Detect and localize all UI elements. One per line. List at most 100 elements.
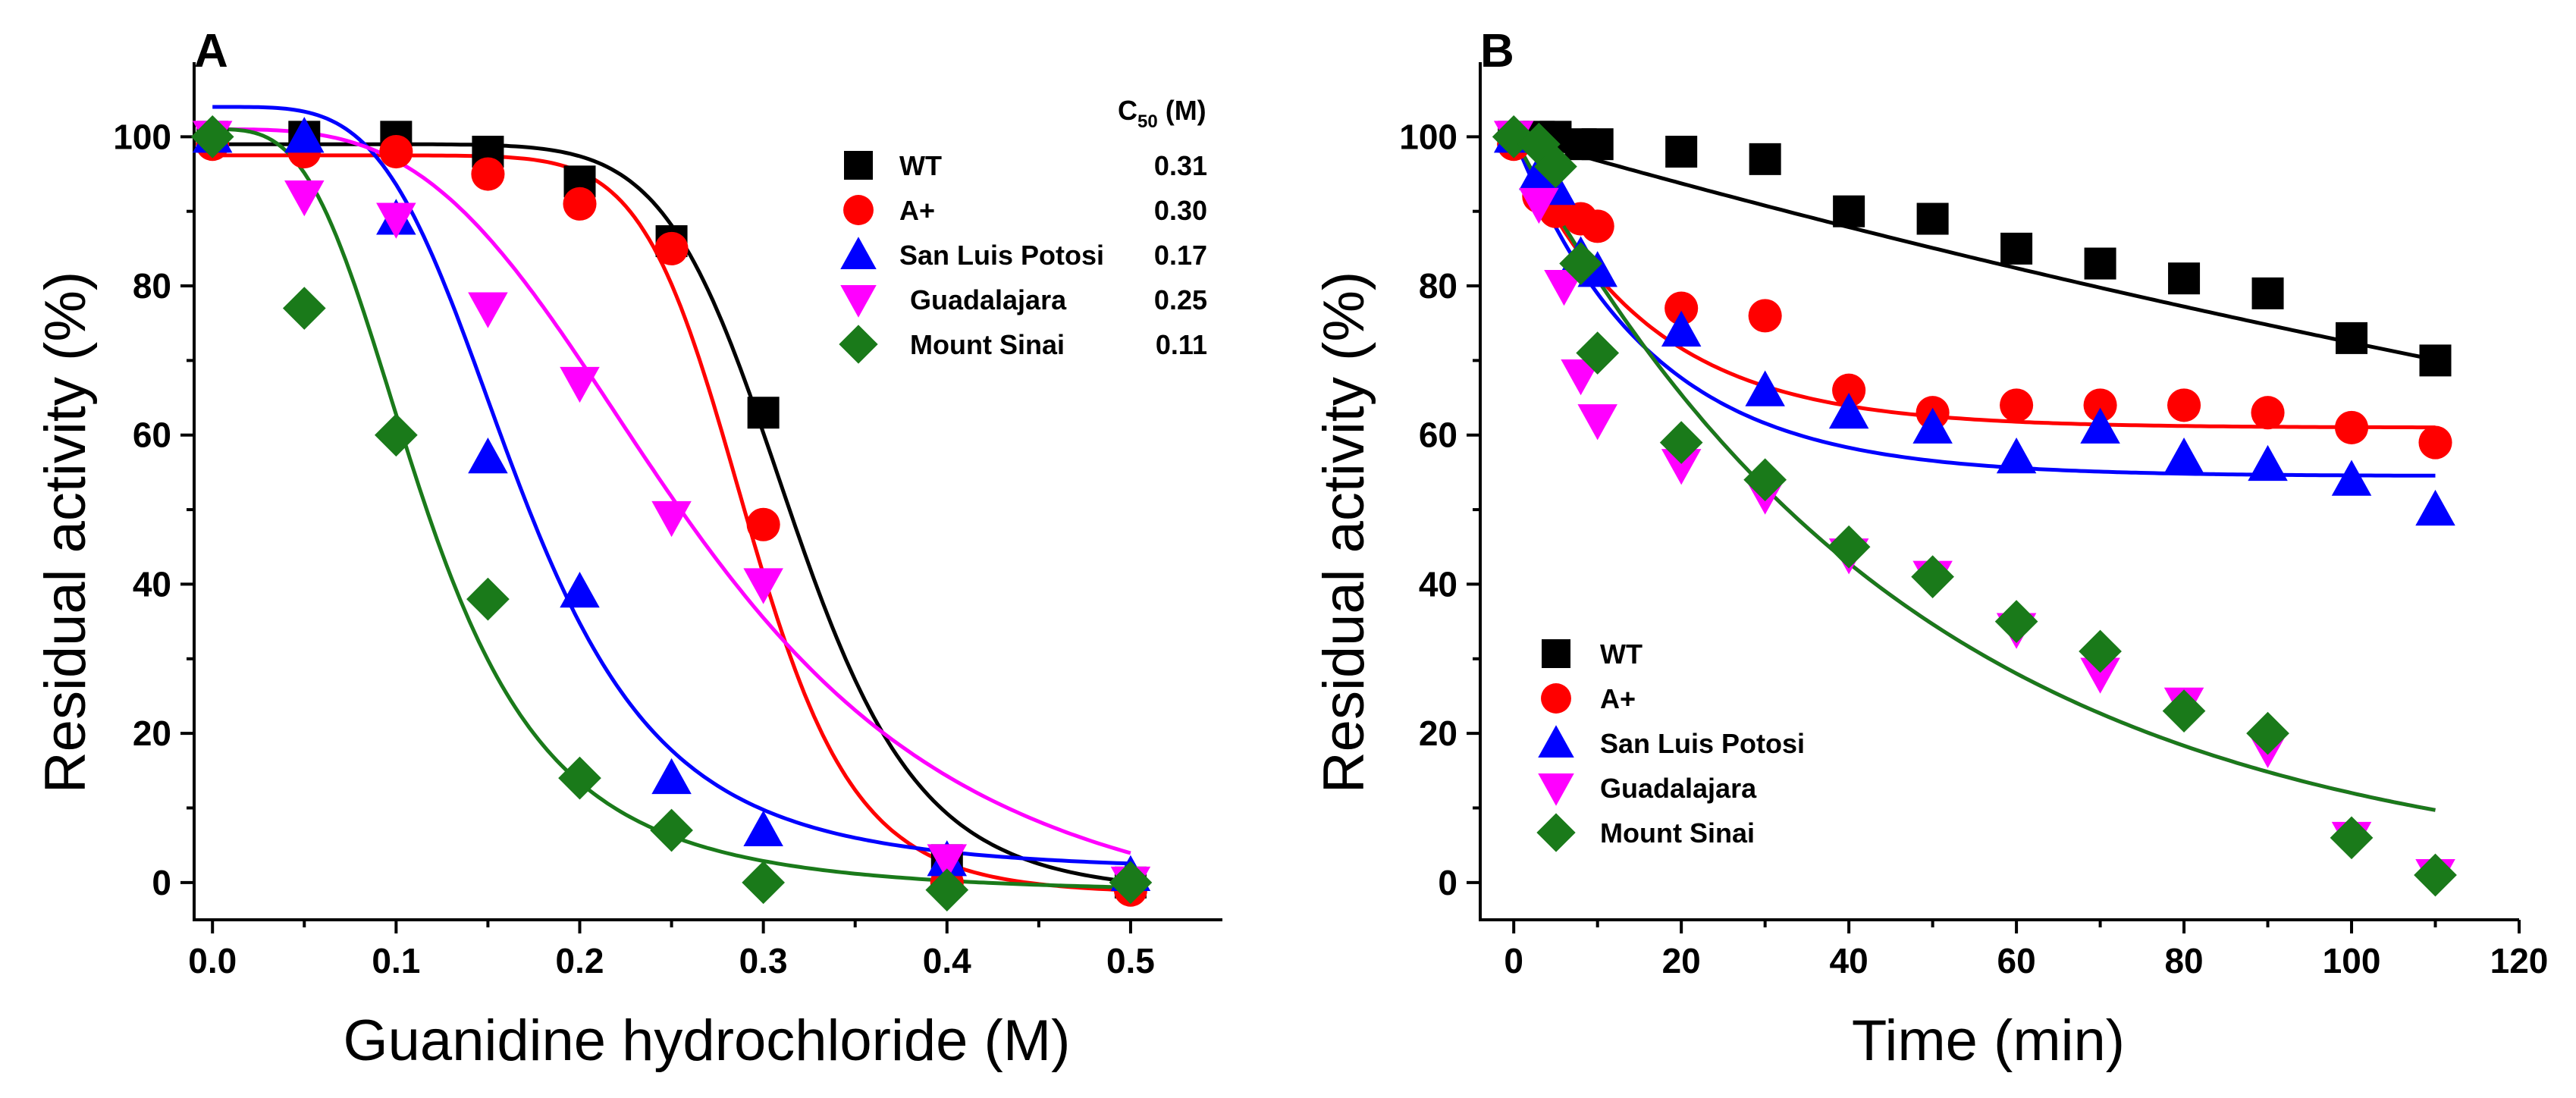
panel-a-fit-a	[212, 153, 1131, 893]
legend-marker-a	[843, 195, 874, 225]
legend-b-label-san-luis-potosi: San Luis Potosi	[1600, 728, 1805, 759]
panel-b-point-san-luis-potosi	[2163, 437, 2204, 474]
panel-a-point-mount-sinai	[558, 756, 601, 800]
panel-b-point-san-luis-potosi	[2415, 489, 2455, 526]
legend-b-marker-a	[1541, 683, 1571, 714]
legend-c50-guadalajara: 0.25	[1154, 284, 1207, 315]
legend-b-label-guadalajara: Guadalajara	[1600, 773, 1757, 804]
panel-b-point-a	[1832, 373, 1866, 407]
panel-b-point-san-luis-potosi	[1912, 407, 1953, 444]
panel-b-point-a	[1665, 291, 1699, 325]
panel-a-y-tick-label: 0	[152, 863, 171, 902]
panel-b-data-points	[1492, 115, 2457, 897]
panel-b-axes	[1479, 62, 2519, 921]
panel-b-point-wt	[1916, 202, 1949, 235]
legend-b-label-wt: WT	[1600, 638, 1643, 670]
legend-c50-mount-sinai: 0.11	[1156, 329, 1207, 360]
panel-b-fit-san-luis-potosi	[1511, 136, 2436, 478]
panel-b: B 0 20 40 60 80 100 120 0 20 40 60 80 100 Time (min)…	[1312, 25, 2548, 1073]
panel-b-point-san-luis-potosi	[2080, 407, 2120, 444]
panel-b-point-wt	[1749, 143, 1781, 175]
panel-b-point-san-luis-potosi	[1828, 392, 1869, 429]
panel-b-point-san-luis-potosi	[1745, 370, 1785, 406]
panel-a-y-tick-label: 20	[133, 714, 171, 753]
panel-a-point-san-luis-potosi	[651, 758, 692, 795]
panel-a-x-tick-label: 0.4	[923, 941, 971, 980]
legend-b-label-mount-sinai: Mount Sinai	[1600, 817, 1755, 849]
panel-b-fit-curves	[1511, 134, 2436, 812]
panel-b-x-tick-label: 0	[1504, 941, 1523, 980]
panel-a-point-a	[379, 134, 413, 169]
panel-b-y-tick-label: 20	[1419, 714, 1457, 753]
panel-a-point-san-luis-potosi	[284, 117, 325, 153]
panel-b-point-wt	[2251, 277, 2284, 309]
panel-b-point-a	[2334, 410, 2369, 444]
panel-b-point-guadalajara	[2080, 657, 2120, 694]
panel-a-axes	[193, 62, 1222, 921]
panel-b-point-san-luis-potosi	[1996, 437, 2037, 474]
panel-b-point-a	[1580, 209, 1614, 243]
panel-b-point-mount-sinai	[1534, 145, 1577, 189]
panel-b-point-mount-sinai	[1659, 421, 1703, 464]
panel-b-point-san-luis-potosi	[1661, 310, 1702, 347]
panel-b-point-mount-sinai	[1994, 600, 2038, 643]
legend-header-unit: (M)	[1158, 95, 1206, 126]
panel-b-point-guadalajara	[1544, 270, 1584, 306]
panel-a-label: A	[194, 25, 228, 77]
panel-b-fit-mount-sinai	[1511, 136, 2436, 812]
panel-b-plot-area: 0 20 40 60 80 100 120 0 20 40 60 80 100	[1399, 62, 2548, 980]
panel-b-point-san-luis-potosi	[2331, 460, 2372, 496]
legend-label-mount-sinai: Mount Sinai	[910, 329, 1065, 360]
panel-b-point-mount-sinai	[1911, 555, 1954, 598]
panel-b-y-tick-label: 40	[1419, 564, 1457, 604]
panel-b-point-a	[2000, 388, 2034, 422]
panel-a-plot-area: 0.0 0.1 0.2 0.3 0.4 0.5 0 20 40 60 80 100	[113, 62, 1222, 980]
panel-a-point-a	[471, 157, 505, 191]
panel-a-y-tick-label: 40	[133, 564, 171, 604]
panel-b-point-mount-sinai	[1827, 525, 1871, 569]
panel-b-point-mount-sinai	[2079, 629, 2122, 673]
legend-header-c: C	[1118, 95, 1137, 126]
panel-b-point-wt	[1833, 195, 1865, 227]
panel-b-point-guadalajara	[1519, 187, 1559, 224]
panel-b-point-mount-sinai	[2162, 689, 2206, 733]
panel-a-y-axis-title: Residual activity (%)	[33, 271, 98, 793]
panel-b-y-tick-label: 100	[1399, 117, 1457, 156]
legend-c50-san-luis-potosi: 0.17	[1154, 240, 1207, 271]
panel-a-point-mount-sinai	[925, 868, 969, 912]
panel-a-point-a	[654, 231, 689, 265]
legend-c50-a: 0.30	[1154, 195, 1207, 226]
panel-b-point-guadalajara	[1561, 359, 1601, 396]
panel-b-point-san-luis-potosi	[2248, 444, 2288, 482]
panel-a-point-guadalajara	[284, 180, 325, 217]
legend-b-label-a: A+	[1600, 683, 1636, 714]
panel-b-y-tick-label: 0	[1438, 863, 1457, 902]
panel-b-point-guadalajara	[1577, 404, 1617, 441]
panel-a-point-mount-sinai	[282, 287, 326, 330]
panel-a-x-tick-label: 0.0	[188, 941, 237, 980]
panel-a-x-tick-label: 0.2	[556, 941, 604, 980]
panel-b-x-tick-label: 100	[2323, 941, 2381, 980]
panel-b-point-a	[2167, 388, 2201, 422]
legend-b-marker-mount-sinai	[1536, 813, 1576, 852]
panel-a-legend: C50 (M) WT 0.31 A+ 0.30 San Luis Potosi 0.17 G…	[839, 95, 1207, 364]
panel-a-point-san-luis-potosi	[743, 810, 783, 846]
legend-header-sub: 50	[1137, 111, 1158, 132]
panel-a-data-points	[190, 115, 1153, 912]
panel-b-point-guadalajara	[1661, 449, 1702, 485]
panel-a-y-tick-label: 80	[133, 266, 171, 306]
panel-b-x-axis-title: Time (min)	[1852, 1009, 2125, 1073]
panel-a-point-mount-sinai	[466, 577, 510, 621]
panel-b-point-wt	[2168, 262, 2201, 295]
panel-a: A 0.0 0.1 0.2 0.3 0.4 0.5 0 20 40 60 80 100 Guanidi…	[33, 25, 1222, 1073]
panel-a-fit-san-luis-potosi	[212, 105, 1131, 866]
panel-b-x-tick-label: 80	[2164, 941, 2203, 980]
legend-b-marker-san-luis-potosi	[1538, 725, 1574, 758]
panel-b-point-wt	[2336, 322, 2368, 354]
panel-b-point-mount-sinai	[1743, 458, 1787, 502]
panel-a-legend-header: C50 (M)	[1118, 95, 1206, 132]
legend-b-marker-guadalajara	[1538, 773, 1574, 806]
panel-b-point-mount-sinai	[2330, 816, 2374, 860]
legend-marker-mount-sinai	[839, 325, 878, 364]
